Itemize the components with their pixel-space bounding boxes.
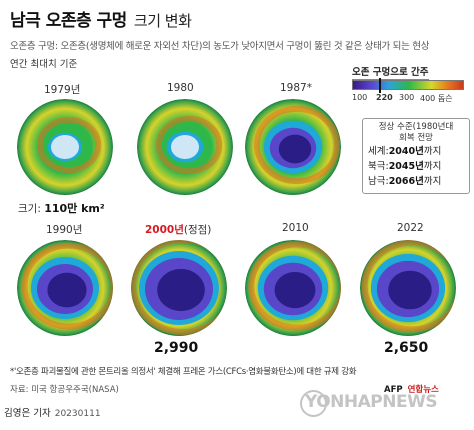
byline: 김영은 기자 20230111 <box>4 405 101 419</box>
footnote: *'오존층 파괴물질에 관한 몬트리올 의정서' 체결해 프레온 가스(CFCs… <box>10 367 357 377</box>
ozone-hole-core <box>388 270 432 310</box>
ozone-globe-1980 <box>137 99 233 195</box>
ozone-collar <box>361 240 456 333</box>
ozone-collar <box>36 116 102 174</box>
recovery-outlook-box: 정상 수준(1980년대 회복 전망 세계:2040년까지 북극:2045년까지… <box>362 118 470 194</box>
legend-title: 오존 구멍으로 간주 <box>352 64 429 80</box>
value-2022: 2,650 <box>384 340 429 356</box>
recovery-year: 2066년 <box>388 176 424 187</box>
peak-year: 2000년 <box>145 224 184 236</box>
ozone-globe-1990 <box>17 240 113 336</box>
ozone-collar <box>253 105 341 185</box>
recovery-region: 북극: <box>368 161 389 172</box>
globe-svg <box>17 99 113 195</box>
watermark: YONHAPNEWS <box>305 392 438 412</box>
ozone-hole-core <box>47 272 87 308</box>
legend-tick: 100 <box>352 93 368 102</box>
title-rest: 크기 변화 <box>133 12 192 30</box>
ozone-globe-2010 <box>245 240 341 336</box>
ozone-globe-2000 <box>131 240 227 336</box>
year-label: 1987* <box>280 82 312 94</box>
basis-note: 연간 최대치 기준 <box>10 59 78 70</box>
antarctica-light <box>171 135 199 159</box>
recovery-suffix: 까지 <box>423 146 442 157</box>
author: 김영은 기자 <box>4 408 51 419</box>
dobson-color-scale <box>352 80 464 90</box>
ozone-globe-2022 <box>360 240 456 336</box>
recovery-suffix: 까지 <box>423 176 442 187</box>
ozone-globe-1987 <box>245 99 341 195</box>
recovery-year: 2040년 <box>388 146 424 157</box>
recovery-header: 회복 전망 <box>399 133 433 143</box>
value-2000: 2,990 <box>154 340 199 356</box>
globe-svg <box>137 99 233 195</box>
recovery-year: 2045년 <box>388 161 424 172</box>
year-label: 2010 <box>282 222 309 234</box>
page-title: 남극 오존층 구멍 크기 변화 <box>10 6 192 31</box>
legend-tick: 400 돕슨 <box>420 94 453 103</box>
ozone-globe-1979 <box>17 99 113 195</box>
size-value: 110만 km² <box>44 202 105 215</box>
size-label: 크기: 110만 km² <box>18 200 105 216</box>
year-label: 2022 <box>397 222 424 234</box>
yonhap-logo: 연합뉴스 <box>407 385 439 395</box>
size-prefix: 크기: <box>18 203 41 215</box>
ozone-hole-core <box>274 271 316 309</box>
legend-tick: 300 <box>399 93 415 102</box>
photo-credit: AFP 연합뉴스 <box>384 383 439 395</box>
subtitle: 오존층 구멍: 오존층(생명체에 해로운 자외선 차단)의 농도가 낮아지면서 … <box>10 41 430 52</box>
globe-svg <box>245 99 341 195</box>
ozone-collar <box>155 115 223 175</box>
globe-svg <box>17 240 113 336</box>
ozone-collar <box>21 242 113 330</box>
threshold-marker <box>379 78 381 93</box>
year-label: 1979년 <box>44 84 81 96</box>
antarctica-light <box>51 135 79 159</box>
year-label-peak: 2000년(정점) <box>145 222 211 237</box>
recovery-row: 남극:2066년까지 <box>368 174 464 189</box>
ozone-hole-core <box>157 268 205 312</box>
globe-svg <box>360 240 456 336</box>
ozone-collar <box>131 240 227 335</box>
date: 20230111 <box>54 409 101 419</box>
globe-svg <box>245 240 341 336</box>
recovery-row: 세계:2040년까지 <box>368 144 464 159</box>
watermark-logo-icon <box>300 390 327 417</box>
ozone-hole-core <box>278 134 312 164</box>
legend-tick-threshold: 220 <box>376 93 393 102</box>
title-bold: 남극 오존층 구멍 <box>10 11 127 31</box>
source: 자료: 미국 항공우주국(NASA) <box>10 385 119 395</box>
recovery-row: 북극:2045년까지 <box>368 159 464 174</box>
year-label: 1990년 <box>46 224 83 236</box>
afp-logo: AFP <box>384 385 403 395</box>
recovery-suffix: 까지 <box>423 161 442 172</box>
recovery-region: 남극: <box>368 176 389 187</box>
recovery-region: 세계: <box>368 146 389 157</box>
recovery-header: 정상 수준(1980년대 <box>378 122 454 132</box>
year-label: 1980 <box>167 82 194 94</box>
peak-note: (정점) <box>183 224 212 236</box>
ozone-collar <box>248 241 341 331</box>
globe-svg <box>131 240 227 336</box>
